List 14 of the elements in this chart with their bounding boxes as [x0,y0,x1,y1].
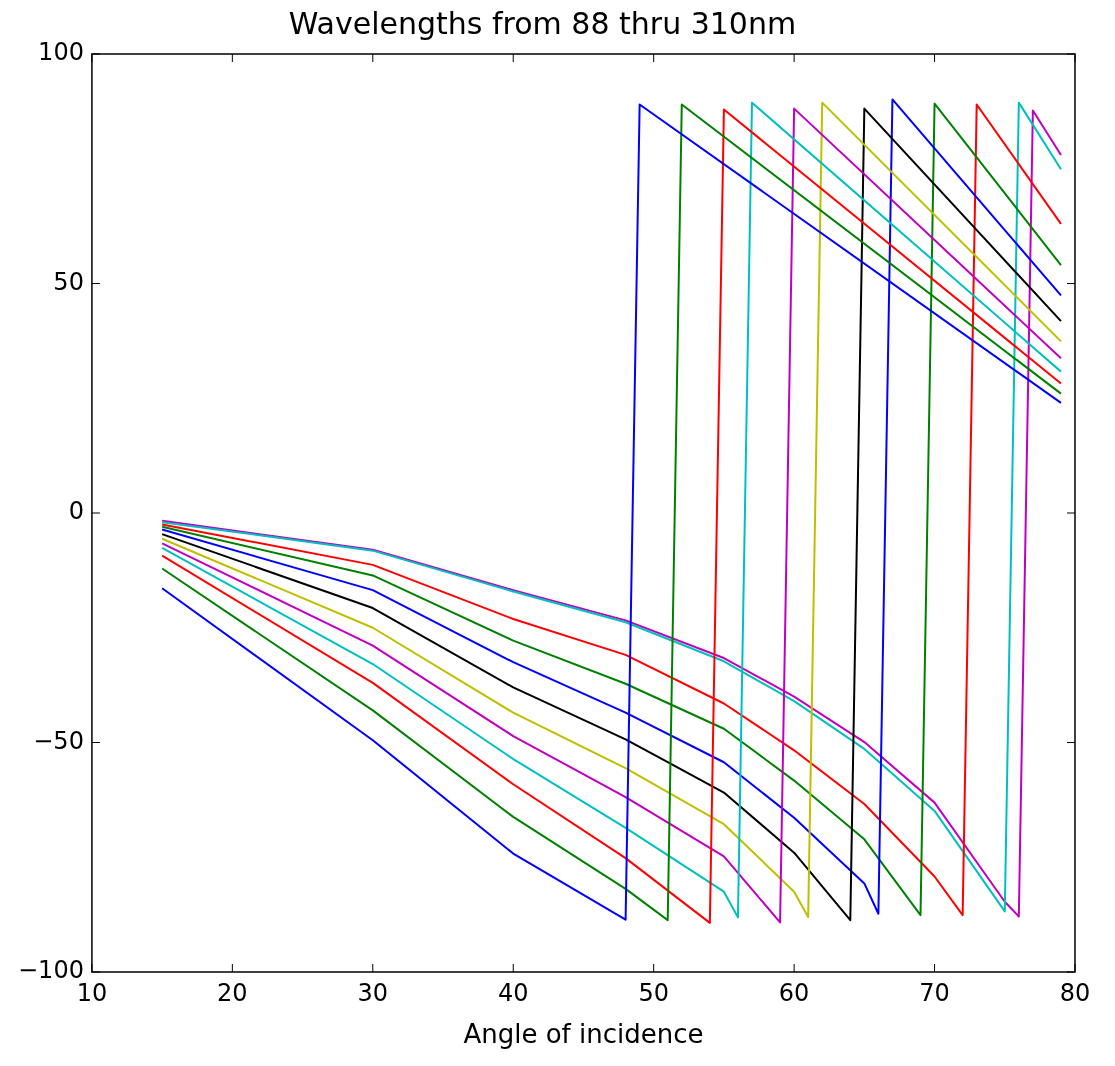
x-tick-label: 40 [497,978,529,1007]
x-tick-label: 10 [76,978,108,1007]
x-tick-label: 30 [357,978,389,1007]
y-tick-label: −50 [33,726,84,755]
x-tick-label: 80 [1059,978,1091,1007]
chart-title: Wavelengths from 88 thru 310nm [288,5,797,41]
x-axis-title: Angle of incidence [463,1019,704,1050]
x-tick-label: 20 [217,978,248,1007]
x-tick-label: 60 [778,978,810,1007]
y-tick-label: 0 [68,497,84,526]
x-tick-label: 70 [919,978,950,1007]
y-tick-label: 50 [53,267,84,296]
y-tick-label: 100 [38,38,84,67]
x-tick-label: 50 [638,978,669,1007]
